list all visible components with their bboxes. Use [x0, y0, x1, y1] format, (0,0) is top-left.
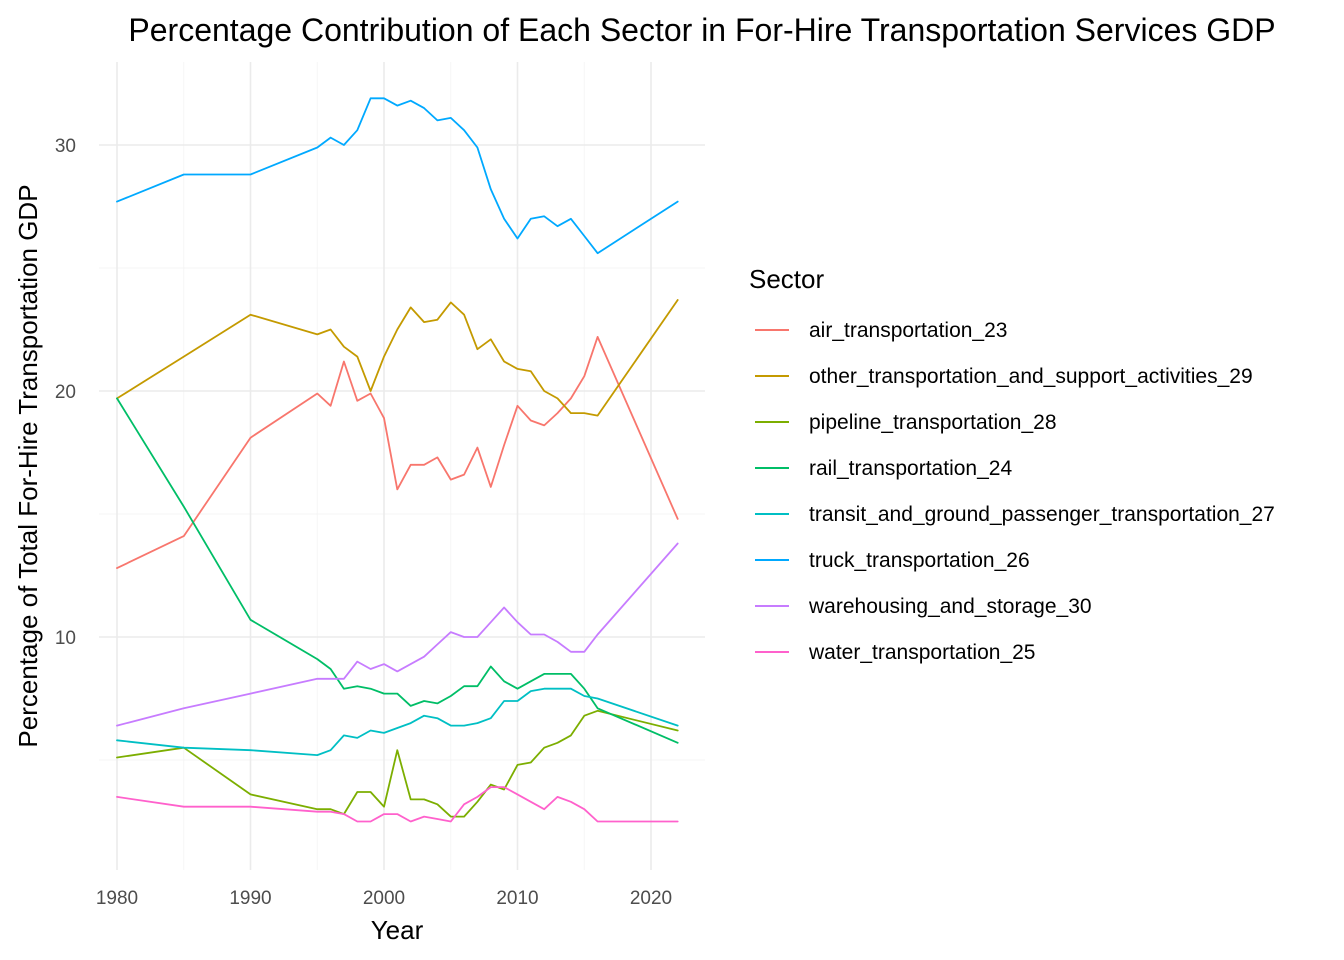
series-line-air-transportation-23 — [116, 336, 679, 569]
series-line-water-transportation-25 — [116, 786, 679, 823]
plot-grid — [99, 62, 705, 870]
x-tick-label: 1990 — [229, 888, 271, 909]
y-tick-label: 20 — [55, 382, 76, 403]
legend-label: truck_transportation_26 — [809, 549, 1030, 572]
legend-label: rail_transportation_24 — [809, 457, 1012, 480]
y-axis-title: Percentage of Total For-Hire Transportat… — [13, 184, 43, 747]
chart-title: Percentage Contribution of Each Sector i… — [128, 12, 1275, 48]
legend-label: warehousing_and_storage_30 — [808, 595, 1092, 618]
x-tick-label: 2020 — [630, 888, 672, 909]
x-tick-label: 1980 — [96, 888, 138, 909]
x-axis-ticks: 1980 1990 2000 2010 2020 — [96, 888, 672, 909]
series-line-other-transportation-and-support-activities-29 — [116, 299, 679, 417]
y-tick-label: 30 — [55, 136, 76, 157]
series-line-truck-transportation-26 — [116, 97, 679, 255]
series-line-pipeline-transportation-28 — [116, 709, 679, 818]
plot-series — [116, 97, 679, 823]
legend-title: Sector — [749, 264, 824, 294]
series-line-warehousing-and-storage-30 — [116, 542, 679, 727]
x-tick-label: 2010 — [496, 888, 538, 909]
legend-label: water_transportation_25 — [808, 641, 1035, 664]
series-line-rail-transportation-24 — [116, 397, 679, 744]
legend: Sector air_transportation_23 other_transp… — [749, 264, 1275, 664]
y-tick-label: 10 — [55, 628, 76, 649]
legend-label: transit_and_ground_passenger_transportat… — [809, 503, 1275, 526]
x-tick-label: 2000 — [363, 888, 405, 909]
legend-label: air_transportation_23 — [809, 319, 1007, 342]
series-line-transit-and-ground-passenger-transportation-27 — [116, 687, 679, 756]
legend-label: pipeline_transportation_28 — [809, 411, 1057, 434]
legend-label: other_transportation_and_support_activit… — [809, 365, 1253, 388]
y-axis-ticks: 10 20 30 — [55, 136, 76, 649]
x-axis-title: Year — [371, 915, 424, 945]
